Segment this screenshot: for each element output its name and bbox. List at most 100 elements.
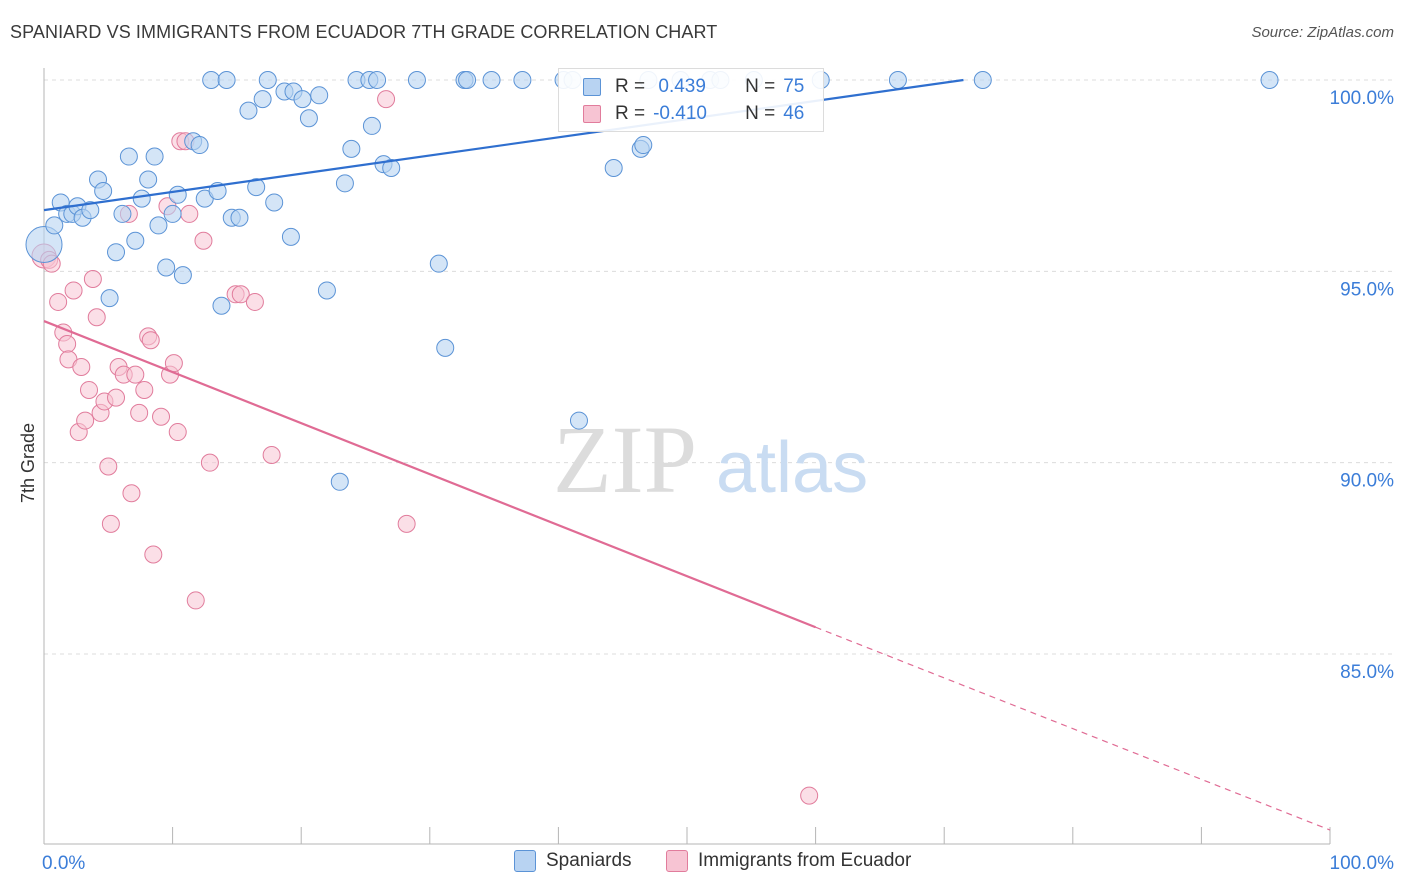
legend-swatch-blue: [583, 78, 601, 96]
spaniard-point: [368, 71, 387, 89]
ecuador-point: [194, 231, 213, 250]
spaniard-point: [45, 216, 64, 235]
spaniard-point: [458, 71, 477, 89]
legend-n-label: N =: [745, 76, 776, 97]
ecuador-point: [126, 365, 145, 384]
spaniard-point: [217, 71, 236, 89]
ecuador-trend-line: [43, 320, 817, 629]
legend-n-label: N =: [745, 103, 776, 124]
ecuador-point: [135, 380, 154, 399]
ecuador-point: [122, 484, 141, 503]
stats-legend: R = 0.439 N = 75 R = -0.410 N = 46: [558, 68, 824, 132]
legend-r-value: 0.439: [653, 76, 706, 97]
legend-n-value: 46: [783, 103, 805, 124]
bottom-swatch-blue: [514, 850, 536, 872]
spaniard-point: [293, 90, 312, 109]
source-label: Source: ZipAtlas.com: [1251, 24, 1394, 41]
legend-swatch-pink: [583, 105, 601, 123]
spaniard-point: [168, 185, 187, 204]
spaniard-point: [258, 71, 277, 89]
y-tick-label: 100.0%: [1330, 88, 1395, 109]
chart-title: SPANIARD VS IMMIGRANTS FROM ECUADOR 7TH …: [10, 22, 718, 42]
ecuador-point: [107, 388, 126, 407]
spaniard-point: [139, 170, 158, 189]
watermark-atlas: atlas: [716, 428, 868, 508]
spaniard-point: [330, 472, 349, 491]
spaniard-point: [281, 227, 300, 246]
spaniard-point: [482, 71, 501, 89]
spaniard-point: [25, 226, 63, 264]
y-tick-labels: 85.0% 90.0% 95.0% 100.0%: [1330, 88, 1395, 683]
legend-row-spaniards: R = 0.439 N = 75: [583, 73, 804, 101]
spaniard-point: [173, 266, 192, 285]
spaniard-point: [94, 181, 113, 200]
y-axis-label: 7th Grade: [18, 423, 38, 503]
ecuador-point: [83, 269, 102, 288]
grid-lines: [44, 79, 1394, 655]
ecuador-point: [80, 380, 99, 399]
spaniard-point: [239, 101, 258, 120]
spaniard-point: [634, 136, 653, 155]
spaniard-point: [113, 204, 132, 223]
spaniard-point: [342, 139, 361, 158]
bottom-legend-spaniards: Spaniards: [514, 850, 632, 872]
ecuador-point: [200, 453, 219, 472]
ecuador-point: [800, 786, 819, 805]
ecuador-point: [377, 90, 396, 109]
ecuador-point: [245, 292, 264, 311]
axes: [43, 68, 1331, 845]
ecuador-point: [64, 281, 83, 300]
spaniard-point: [604, 159, 623, 178]
ecuador-point: [186, 591, 205, 610]
ecuador-point: [101, 514, 120, 533]
legend-r-label: R =: [615, 103, 646, 124]
ecuador-point: [231, 285, 250, 304]
bottom-legend-label-spaniards: Spaniards: [546, 850, 632, 871]
spaniard-point: [163, 204, 182, 223]
spaniard-point: [157, 258, 176, 277]
ecuador-point: [87, 308, 106, 327]
spaniard-point: [335, 174, 354, 193]
spaniard-point: [81, 201, 100, 220]
ecuador-point: [152, 407, 171, 426]
spaniard-point: [100, 289, 119, 308]
ecuador-point: [99, 457, 118, 476]
spaniard-point: [299, 109, 318, 128]
spaniard-point: [126, 231, 145, 250]
spaniard-point: [247, 178, 266, 197]
ecuador-point: [76, 411, 95, 430]
x-tick-min: 0.0%: [42, 853, 85, 874]
legend-r-label: R =: [615, 76, 646, 97]
ecuador-point: [49, 292, 68, 311]
ecuador-trend-extension: [815, 626, 1331, 831]
spaniard-point: [132, 189, 151, 208]
spaniard-point: [436, 338, 455, 357]
bottom-legend-ecuador: Immigrants from Ecuador: [666, 850, 911, 872]
y-tick-label: 90.0%: [1340, 471, 1394, 492]
bottom-swatch-pink: [666, 850, 688, 872]
spaniard-point: [230, 208, 249, 227]
spaniard-point: [265, 193, 284, 212]
spaniard-point: [317, 281, 336, 300]
spaniard-point: [190, 136, 209, 155]
ecuador-point: [141, 331, 160, 350]
x-tick-max: 100.0%: [1330, 853, 1395, 874]
spaniard-point: [362, 116, 381, 135]
legend-row-ecuador: R = -0.410 N = 46: [583, 100, 804, 128]
watermark: ZIP atlas: [553, 406, 868, 513]
spaniard-point: [202, 71, 221, 89]
spaniard-point: [513, 71, 532, 89]
ecuador-point: [144, 545, 163, 564]
spaniard-point: [145, 147, 164, 166]
y-tick-label: 85.0%: [1340, 662, 1394, 683]
spaniard-point: [310, 86, 329, 105]
spaniard-point: [119, 147, 138, 166]
spaniard-point: [429, 254, 448, 273]
y-tick-label: 95.0%: [1340, 279, 1394, 300]
ecuador-point: [130, 403, 149, 422]
spaniard-point: [407, 71, 426, 89]
ecuador-point: [58, 335, 77, 354]
ecuador-point: [262, 446, 281, 465]
legend-n-value: 75: [783, 76, 805, 97]
